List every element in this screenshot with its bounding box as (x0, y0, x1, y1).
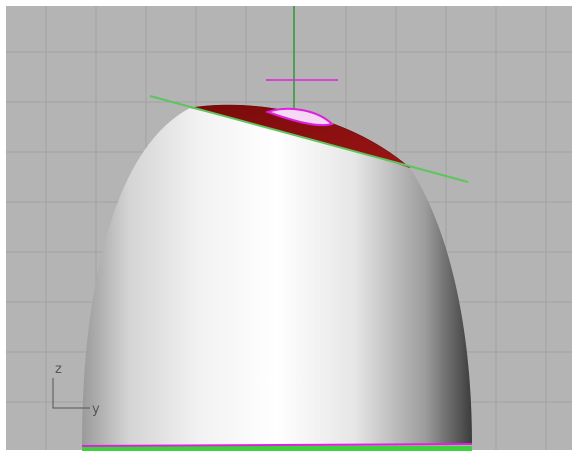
cut-plane-line (149, 95, 469, 183)
selection-highlight (265, 107, 334, 127)
axis-label-y: y (92, 402, 100, 417)
base-outline (81, 443, 473, 447)
axis-gizmo (52, 378, 90, 409)
axis-label-z: z (55, 362, 62, 377)
model-body (82, 108, 472, 445)
base-band (82, 446, 472, 451)
